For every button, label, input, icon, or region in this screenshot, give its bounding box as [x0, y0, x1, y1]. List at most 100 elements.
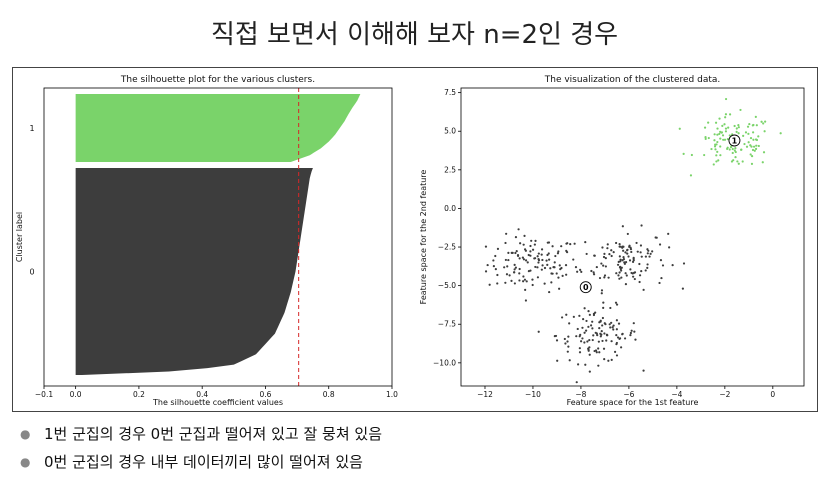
scatter-point-cluster-1 [726, 146, 729, 149]
scatter-point-cluster-1 [734, 147, 737, 150]
scatter-point-cluster-0 [612, 250, 615, 254]
silhouette-y-axis-label: Cluster label [15, 212, 24, 262]
scatter-point-cluster-0 [642, 288, 645, 291]
scatter-point-cluster-0 [556, 252, 560, 255]
scatter-point-cluster-1 [682, 152, 685, 155]
scatter-point-cluster-0 [638, 274, 642, 277]
scatter-point-cluster-0 [561, 316, 564, 319]
scatter-point-cluster-1 [750, 154, 754, 158]
scatter-point-cluster-0 [604, 257, 607, 260]
scatter-point-cluster-1 [752, 145, 756, 148]
scatter-point-cluster-0 [508, 274, 511, 277]
scatter-point-cluster-0 [648, 255, 651, 258]
scatter-point-cluster-0 [588, 346, 591, 349]
scatter-point-cluster-0 [547, 241, 551, 244]
scatter-point-cluster-0 [585, 252, 588, 256]
y-tick-label: −10.0 [433, 358, 456, 367]
scatter-point-cluster-0 [507, 251, 510, 254]
y-tick-label: −7.5 [438, 320, 456, 329]
scatter-point-cluster-1 [737, 123, 740, 127]
scatter-point-cluster-0 [583, 341, 586, 344]
scatter-point-cluster-0 [566, 350, 569, 353]
scatter-point-cluster-0 [563, 337, 566, 341]
scatter-point-cluster-1 [731, 151, 734, 155]
scatter-point-cluster-0 [635, 241, 638, 245]
scatter-point-cluster-0 [523, 234, 526, 237]
scatter-point-cluster-0 [619, 265, 622, 268]
scatter-point-cluster-0 [601, 316, 605, 320]
scatter-point-cluster-1 [731, 147, 734, 151]
scatter-point-cluster-0 [555, 339, 559, 342]
scatter-point-cluster-0 [660, 276, 663, 280]
scatter-point-cluster-0 [602, 264, 605, 267]
scatter-point-cluster-0 [547, 252, 550, 255]
scatter-point-cluster-0 [626, 232, 629, 236]
scatter-point-cluster-0 [505, 232, 508, 235]
scatter-point-cluster-0 [582, 317, 585, 321]
scatter-point-cluster-0 [484, 270, 488, 273]
scatter-point-cluster-0 [639, 244, 643, 247]
scatter-point-cluster-0 [573, 242, 576, 245]
cluster-center-marker [728, 134, 741, 147]
scatter-point-cluster-0 [606, 247, 609, 250]
scatter-point-cluster-0 [518, 257, 521, 260]
scatter-point-cluster-0 [640, 255, 643, 258]
scatter-point-cluster-0 [592, 273, 596, 276]
x-tick-label: −0.1 [35, 390, 53, 399]
scatter-point-cluster-0 [561, 274, 564, 278]
scatter-point-cluster-0 [595, 265, 598, 269]
scatter-point-cluster-0 [649, 252, 652, 255]
x-tick-label: 0.2 [133, 390, 145, 399]
scatter-point-cluster-1 [745, 145, 749, 148]
scatter-point-cluster-0 [564, 342, 567, 345]
scatter-point-cluster-0 [632, 256, 635, 259]
scatter-point-cluster-0 [632, 322, 635, 325]
scatter-point-cluster-0 [618, 243, 621, 246]
scatter-chart-title: The visualization of the clustered data. [544, 75, 721, 85]
scatter-point-cluster-0 [537, 261, 540, 264]
scatter-point-cluster-0 [592, 313, 596, 317]
scatter-point-cluster-0 [504, 241, 507, 245]
scatter-point-cluster-1 [757, 144, 760, 148]
scatter-point-cluster-0 [603, 332, 606, 335]
scatter-point-cluster-1 [721, 124, 724, 127]
scatter-point-cluster-0 [640, 224, 643, 227]
scatter-point-cluster-0 [608, 323, 611, 326]
scatter-point-cluster-0 [505, 273, 509, 276]
scatter-point-cluster-0 [638, 262, 641, 266]
scatter-point-cluster-0 [494, 254, 497, 258]
cluster-center-label: 1 [732, 136, 738, 145]
scatter-point-cluster-0 [597, 347, 600, 350]
scatter-point-cluster-0 [595, 351, 598, 354]
scatter-point-cluster-0 [591, 320, 594, 323]
scatter-point-cluster-0 [593, 254, 596, 257]
scatter-point-cluster-1 [718, 132, 721, 136]
scatter-point-cluster-1 [763, 130, 766, 133]
scatter-point-cluster-0 [583, 307, 586, 310]
scatter-point-cluster-0 [618, 337, 621, 341]
scatter-point-cluster-0 [524, 259, 528, 262]
scatter-point-cluster-1 [713, 133, 716, 136]
scatter-point-cluster-0 [610, 249, 613, 252]
scatter-point-cluster-0 [554, 254, 557, 258]
scatter-point-cluster-0 [574, 266, 578, 269]
scatter-point-cluster-0 [603, 322, 606, 325]
scatter-point-cluster-0 [529, 250, 532, 253]
scatter-point-cluster-0 [616, 263, 620, 266]
scatter-point-cluster-0 [667, 232, 670, 235]
scatter-point-cluster-0 [548, 290, 551, 294]
scatter-point-cluster-0 [536, 276, 540, 279]
scatter-point-cluster-0 [492, 259, 495, 262]
scatter-point-cluster-0 [564, 264, 568, 267]
scatter-point-cluster-0 [591, 338, 594, 342]
scatter-point-cluster-0 [516, 254, 520, 258]
scatter-point-cluster-0 [681, 287, 684, 290]
scatter-point-cluster-0 [599, 319, 602, 322]
scatter-point-cluster-1 [710, 147, 713, 151]
scatter-point-cluster-0 [549, 267, 552, 270]
scatter-point-cluster-0 [611, 326, 614, 329]
scatter-point-cluster-0 [568, 359, 571, 362]
scatter-point-cluster-0 [560, 245, 563, 248]
scatter-point-cluster-0 [594, 311, 597, 314]
scatter-point-cluster-0 [583, 331, 586, 334]
